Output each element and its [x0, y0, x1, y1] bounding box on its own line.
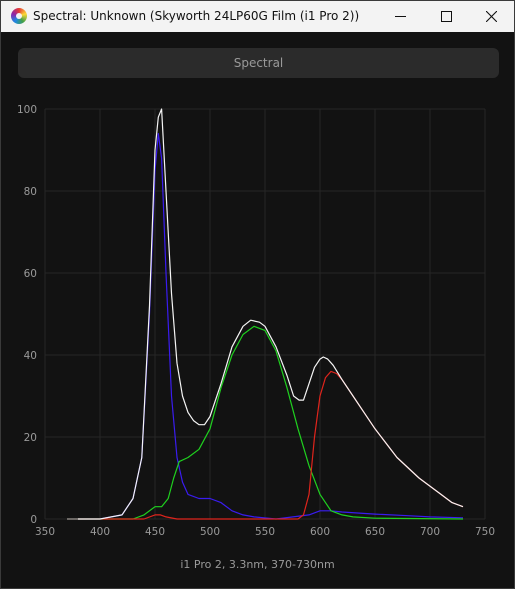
x-tick-label-1: 400: [90, 526, 110, 538]
title-bar[interactable]: Spectral: Unknown (Skyworth 24LP60G Film…: [1, 1, 514, 32]
x-tick-label-4: 550: [255, 526, 275, 538]
app-logo-icon: [11, 8, 27, 24]
spectral-chart: 350 400 450 500 550 600 650 700 750 0 20 40 60 80 100: [17, 104, 495, 538]
maximize-icon: [441, 11, 452, 22]
minimize-button[interactable]: [377, 1, 423, 32]
y-tick-label-4: 80: [24, 186, 37, 198]
instrument-caption: i1 Pro 2, 3.3nm, 370-730nm: [180, 558, 335, 571]
x-tick-label-7: 700: [420, 526, 440, 538]
x-tick-label-2: 450: [145, 526, 165, 538]
maximize-button[interactable]: [423, 1, 469, 32]
x-tick-label-6: 650: [365, 526, 385, 538]
y-tick-label-1: 20: [24, 432, 37, 444]
close-button[interactable]: [468, 1, 514, 32]
x-tick-label-8: 750: [475, 526, 495, 538]
window-title: Spectral: Unknown (Skyworth 24LP60G Film…: [33, 9, 360, 23]
series-line-white: [67, 108, 464, 520]
minimize-icon: [395, 16, 406, 17]
x-tick-label-5: 600: [310, 526, 330, 538]
x-tick-label-0: 350: [35, 526, 55, 538]
x-tick-label-3: 500: [200, 526, 220, 538]
y-tick-label-0: 0: [30, 514, 37, 526]
close-icon: [486, 11, 497, 22]
series-line-green: [67, 325, 464, 520]
spectral-button[interactable]: Spectral: [18, 48, 499, 78]
y-tick-label-5: 100: [17, 104, 37, 116]
y-tick-label-2: 40: [24, 350, 37, 362]
y-tick-label-3: 60: [24, 268, 37, 280]
